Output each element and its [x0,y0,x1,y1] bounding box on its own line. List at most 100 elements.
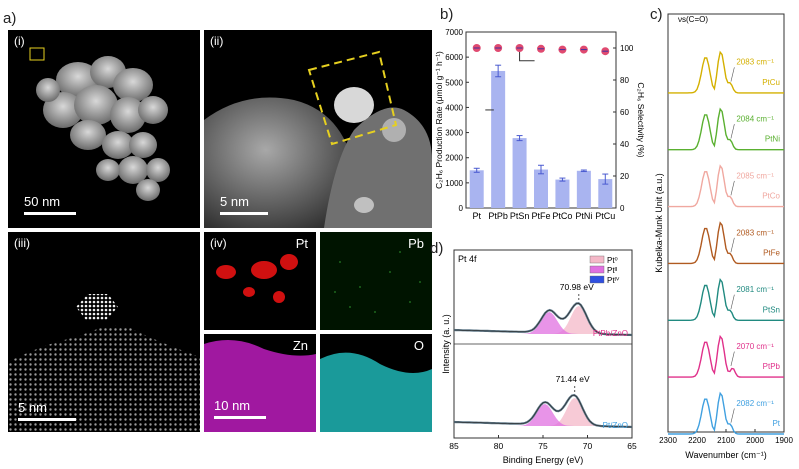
peak-label: 2083 cm⁻¹ [736,58,774,67]
y-tick-label: 0 [459,204,464,213]
legend-label: Ptᴵᴵ [607,266,617,275]
eds-label-o: O [413,338,424,353]
y-tick-label: 4000 [445,103,463,112]
nanoparticle-zoom-graphic [204,50,432,228]
stem-image-i: (i) 50 nm [8,30,200,228]
x-axis-label: Binding Energy (eV) [503,455,584,465]
y-tick-label: 5000 [445,78,463,87]
x-tick-label: PtCo [552,211,572,221]
scale-label-iii: 5 nm [18,400,47,415]
zn-map-graphic [204,340,316,432]
peak-label: 2070 cm⁻¹ [736,342,774,351]
ir-spectra-chart-c: 2300 2200 2100 2000 1900 Wavenumber (cm⁻¹) Kub… [654,13,793,460]
x-tick-label: 80 [494,441,504,451]
x-tick-label: 2000 [746,436,764,445]
legend-swatch [589,275,605,284]
peak-label: 2081 cm⁻¹ [736,285,774,294]
x-tick-label: PtNi [575,211,592,221]
series-label: PtFe [763,248,780,257]
peak-label: 71.44 eV [556,374,590,384]
y-axis-label-right: C₂H₆ Selectivity (%) [636,82,646,157]
stem-image-ii: (ii) 5 nm [204,30,432,228]
y-tick-label: 2000 [445,154,463,163]
peak-label: 2085 cm⁻¹ [736,171,774,180]
xps-chart-d: 85 80 75 70 65 Binding Energy (eV) Intensity (… [441,249,637,465]
y-axis-label: Kubelka-Munk Unit (a.u.) [654,173,664,273]
scale-bar-i [24,212,76,215]
bar [469,170,484,208]
x-axis-label: Wavenumber (cm⁻¹) [685,450,766,460]
right-axis-arrow [519,52,535,62]
component-fill [454,306,632,334]
x-tick-label: PtFe [531,211,550,221]
bar-chart-b: 0 1000 2000 3000 4000 5000 6000 7000 0 20 40 60 80 10… [434,28,646,221]
spectrum-line [668,277,784,321]
y2-tick-label: 80 [620,76,629,85]
legend-swatch [589,265,605,274]
panel-a-letter: a) [3,10,17,27]
eds-map-zn: Zn 10 nm [204,334,316,432]
eds-map-pb: Pb [320,232,432,330]
y-tick-label: 7000 [445,28,463,37]
series-label: PtNi [765,135,780,144]
atomic-lattice-graphic [8,294,200,432]
y-axis-label: Intensity (a. u.) [441,314,451,374]
y2-tick-label: 60 [620,108,629,117]
spectrum-line [668,221,784,265]
x-tick-label: PtCu [595,211,615,221]
peak-label: 2083 cm⁻¹ [736,228,774,237]
y2-tick-label: 20 [620,172,629,181]
scale-bar-iv [214,416,266,419]
subpanel-label-iv: (iv) [210,236,227,250]
panel-c-letter: c) [650,6,663,23]
legend-swatch [589,255,605,264]
x-tick-label: 2200 [688,436,706,445]
subpanel-label-i: (i) [14,34,25,48]
peak-pointer [730,124,735,139]
legend-label: Pt⁰ [607,256,618,265]
spectrum-line [668,50,784,94]
x-tick-label: PtPb [488,211,508,221]
bar [576,170,591,208]
panel-d-letter: d) [430,240,444,257]
scale-label-iv: 10 nm [214,398,251,413]
scale-bar-iii [18,418,76,421]
y-tick-label: 1000 [445,179,463,188]
pb-map-graphic [334,251,421,313]
x-tick-label: 85 [449,441,459,451]
x-tick-label: PtSn [510,211,530,221]
nanoparticle-cluster-graphic [29,47,170,201]
peak-pointer [730,67,735,82]
series-label: PtCo [762,192,780,201]
subpanel-label-iii: (iii) [14,236,30,250]
spectrum-line [668,334,784,378]
xps-fit-line [453,394,633,428]
chart-title: Pt 4f [458,254,477,264]
o-map-graphic [320,352,432,432]
x-tick-label: 65 [627,441,637,451]
scale-label-ii: 5 nm [220,194,249,209]
component-fill [454,404,632,426]
spectrum-line [668,107,784,151]
stem-image-iii: (iii) 5 nm [8,232,200,432]
bar [598,179,613,208]
y-tick-label: 6000 [445,53,463,62]
y2-tick-label: 40 [620,140,629,149]
scale-bar-ii [220,212,268,215]
eds-label-pb: Pb [408,236,424,251]
y2-tick-label: 100 [620,44,634,53]
spectrum-line [668,164,784,208]
annotation-label: νs(C=O) [678,15,708,24]
x-tick-label: Pt [472,211,481,221]
spectrum-line [668,391,784,435]
x-tick-label: 2300 [659,436,677,445]
x-tick-label: 75 [538,441,548,451]
x-tick-label: 70 [583,441,593,451]
peak-label: 2084 cm⁻¹ [736,115,774,124]
subpanel-label-ii: (ii) [210,34,224,48]
sample-label: Pt/ZnO [603,421,628,430]
peak-pointer [730,294,735,310]
series-label: PtPb [763,362,781,371]
panel-b-letter: b) [440,6,454,23]
peak-label: 70.98 eV [560,282,594,292]
